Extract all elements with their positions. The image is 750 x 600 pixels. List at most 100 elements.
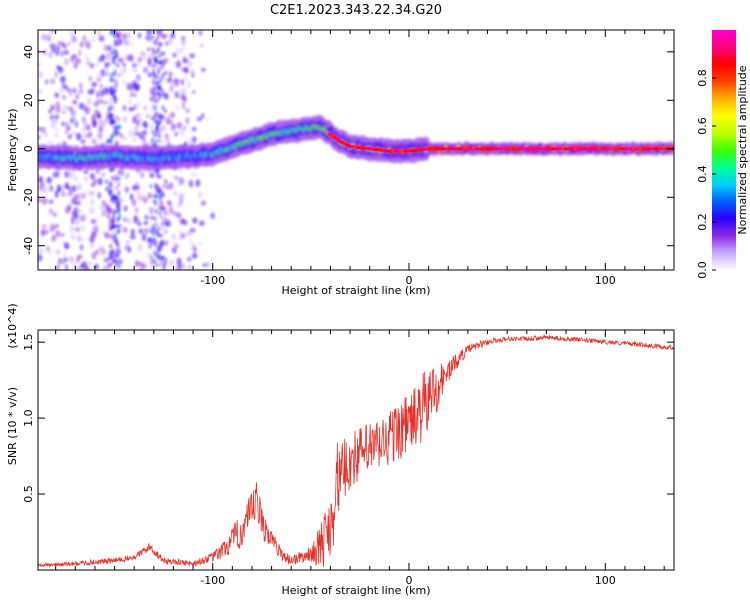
noise-point	[78, 89, 83, 95]
noise-point	[89, 76, 93, 82]
noise-point	[138, 57, 143, 63]
noise-point	[115, 81, 118, 85]
noise-point	[162, 261, 167, 266]
noise-point	[114, 39, 117, 43]
noise-point	[192, 253, 198, 259]
x-tick-label: 100	[595, 574, 616, 587]
noise-point	[76, 133, 82, 141]
noise-point	[149, 207, 155, 214]
noise-point	[192, 127, 196, 132]
noise-point	[156, 126, 159, 130]
noise-point	[41, 229, 45, 237]
figure-title: C2E1.2023.343.22.34.G20	[270, 3, 442, 18]
noise-point	[143, 107, 147, 113]
noise-point	[93, 231, 97, 238]
noise-point	[165, 229, 168, 233]
noise-point	[112, 224, 115, 228]
noise-point	[75, 121, 78, 128]
noise-point	[60, 172, 64, 176]
noise-point	[181, 193, 184, 199]
noise-point	[132, 80, 137, 87]
noise-point	[161, 222, 164, 226]
noise-point	[178, 180, 182, 186]
noise-point	[152, 232, 155, 236]
noise-point	[91, 182, 95, 187]
noise-point	[139, 135, 144, 139]
noise-point	[117, 259, 123, 265]
noise-point	[105, 180, 108, 184]
noise-point	[172, 81, 175, 87]
noise-point	[99, 119, 103, 126]
noise-point	[116, 217, 119, 221]
noise-point	[153, 199, 156, 203]
noise-point	[69, 256, 75, 263]
noise-point	[188, 240, 192, 245]
noise-point	[178, 202, 182, 208]
noise-point	[117, 130, 120, 134]
y-tick-label: 1.5	[22, 333, 35, 351]
noise-point	[74, 218, 79, 226]
noise-point	[176, 60, 182, 68]
noise-point	[113, 89, 116, 93]
noise-point	[79, 103, 85, 110]
noise-point	[191, 172, 197, 177]
snr-y-multiplier: (x10^4)	[6, 303, 19, 348]
noise-point	[154, 251, 157, 255]
noise-point	[42, 197, 48, 205]
noise-point	[66, 193, 71, 197]
noise-point	[154, 229, 157, 233]
noise-point	[147, 47, 150, 51]
noise-point	[91, 82, 97, 87]
noise-point	[92, 252, 96, 260]
noise-point	[54, 92, 59, 98]
noise-point	[41, 34, 47, 40]
noise-point	[62, 44, 67, 49]
noise-point	[89, 191, 95, 196]
noise-point	[175, 132, 178, 137]
noise-point	[103, 101, 108, 105]
x-tick-label: -100	[200, 574, 225, 587]
noise-point	[165, 41, 169, 46]
noise-point	[110, 31, 113, 35]
noise-point	[114, 97, 117, 101]
noise-point	[115, 186, 118, 190]
noise-point	[111, 114, 114, 118]
noise-point	[155, 209, 158, 213]
noise-point	[126, 83, 132, 90]
noise-point	[198, 192, 202, 198]
noise-point	[55, 132, 59, 138]
y-tick-label: 0.5	[22, 485, 35, 503]
noise-point	[151, 241, 154, 245]
noise-point	[178, 234, 183, 240]
noise-point	[100, 99, 104, 104]
noise-point	[127, 218, 132, 223]
noise-point	[155, 81, 158, 85]
noise-point	[115, 259, 118, 263]
noise-point	[149, 173, 154, 178]
noise-point	[181, 134, 186, 140]
noise-point	[151, 116, 154, 120]
noise-point	[110, 207, 113, 211]
noise-point	[183, 58, 189, 64]
noise-point	[116, 243, 119, 247]
noise-point	[195, 179, 200, 187]
figure: C2E1.2023.343.22.34.G20 -100 0 100-40-2002…	[0, 0, 750, 600]
noise-point	[99, 35, 105, 41]
noise-point	[109, 47, 112, 51]
noise-point	[160, 262, 163, 266]
noise-point	[49, 200, 54, 204]
noise-point	[176, 104, 180, 110]
noise-point	[123, 63, 126, 67]
noise-point	[185, 108, 190, 113]
noise-point	[146, 30, 152, 35]
noise-point	[86, 125, 91, 131]
noise-point	[172, 53, 176, 58]
noise-point	[81, 139, 86, 144]
noise-point	[181, 79, 184, 85]
noise-point	[157, 227, 160, 231]
noise-point	[118, 264, 121, 268]
noise-point	[135, 207, 139, 213]
noise-point	[174, 243, 178, 249]
noise-point	[97, 132, 103, 140]
noise-point	[191, 136, 196, 143]
